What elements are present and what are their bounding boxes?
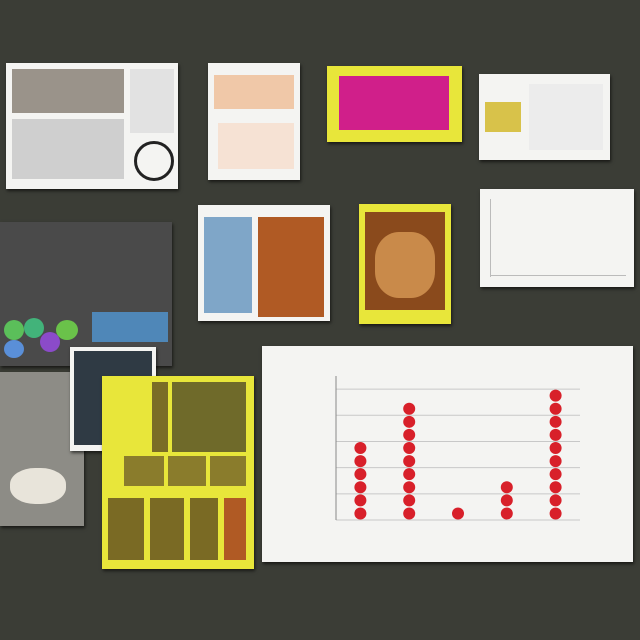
data-dot <box>500 481 513 494</box>
leaf-photo-grid <box>102 376 254 569</box>
two-photo-card <box>198 205 330 321</box>
data-dot <box>403 481 416 494</box>
data-dot <box>500 494 513 507</box>
data-dot <box>549 428 562 441</box>
printout-table-right <box>479 74 610 160</box>
data-dot <box>549 507 562 520</box>
data-dot <box>549 442 562 454</box>
printout-empty-chart <box>480 189 634 287</box>
printout-spreadsheet <box>6 63 178 189</box>
data-dot <box>549 389 562 402</box>
data-dot <box>354 481 367 494</box>
data-dot <box>549 455 562 468</box>
dark-photo-panel <box>0 222 172 366</box>
data-dot <box>354 455 367 468</box>
dot-chart-printout <box>262 346 633 562</box>
data-dot <box>354 494 367 507</box>
data-dot <box>403 415 416 428</box>
data-dot <box>403 468 416 481</box>
printout-line-chart <box>208 63 300 180</box>
data-dot <box>500 507 513 520</box>
yellow-framed-photo <box>359 204 451 324</box>
data-dot <box>549 402 562 415</box>
dot-chart <box>335 376 580 521</box>
data-dot <box>354 468 367 481</box>
data-dot <box>403 402 416 415</box>
data-dot <box>403 494 416 507</box>
colored-dots <box>0 318 80 358</box>
data-dot <box>549 494 562 507</box>
data-dot <box>549 468 562 481</box>
data-dot <box>354 507 367 520</box>
data-dot <box>403 455 416 468</box>
data-dot <box>403 442 416 454</box>
yellow-card-magenta <box>327 66 462 142</box>
data-dot <box>354 442 367 454</box>
data-dot <box>549 415 562 428</box>
data-dot <box>403 428 416 441</box>
data-dot <box>549 481 562 494</box>
data-dot <box>403 507 416 520</box>
data-dot <box>452 507 464 520</box>
